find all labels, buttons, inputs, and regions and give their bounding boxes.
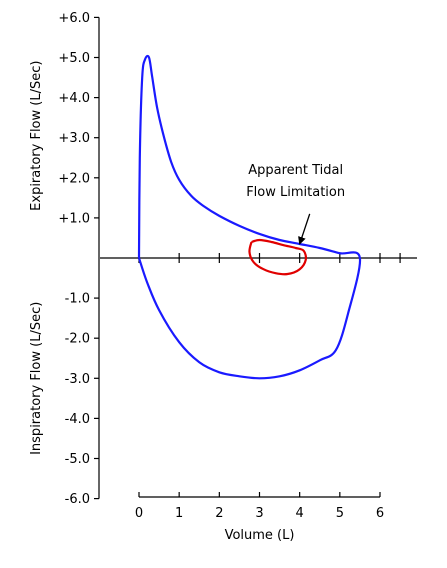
x-tick-label: 3: [255, 506, 263, 521]
y-tick-label: +5.0: [58, 51, 90, 66]
y-tick-label: +2.0: [58, 171, 90, 186]
annotation-arrow: [298, 213, 311, 245]
y-tick-label: -1.0: [65, 292, 90, 307]
annotation-label: Apparent Tidal: [248, 163, 343, 178]
y-axis-title-inspiratory: Inspiratory Flow (L/Sec): [29, 302, 44, 455]
x-tick-label: 6: [376, 506, 384, 521]
y-axis-title-expiratory: Expiratory Flow (L/Sec): [29, 61, 44, 211]
y-tick-label: +3.0: [58, 131, 90, 146]
y-tick-label: +1.0: [58, 211, 90, 226]
axes: +6.0 +5.0 +4.0 +3.0 +2.0 +1.0 -1.0 -2.0 -3.0 -4.0…: [29, 11, 417, 543]
y-tick-label: -6.0: [65, 492, 90, 507]
x-tick-label: 5: [336, 506, 344, 521]
x-tick-label: 2: [215, 506, 223, 521]
y-tick-label: -3.0: [65, 372, 90, 387]
series-layer: [137, 54, 362, 380]
x-tick-label: 4: [296, 506, 304, 521]
flow-volume-loop: [137, 54, 362, 380]
x-tick-label: 1: [175, 506, 183, 521]
tidal-loop: [248, 238, 308, 276]
y-tick-label: -5.0: [65, 452, 90, 467]
x-tick-label: 0: [135, 506, 143, 521]
annotation-layer: Apparent Tidal Flow Limitation: [246, 163, 345, 245]
y-tick-label: -4.0: [65, 412, 90, 427]
x-axis-title: Volume (L): [225, 528, 295, 543]
y-tick-label: +6.0: [58, 11, 90, 26]
y-tick-label: -2.0: [65, 332, 90, 347]
y-tick-label: +4.0: [58, 91, 90, 106]
annotation-label: Flow Limitation: [246, 185, 345, 200]
